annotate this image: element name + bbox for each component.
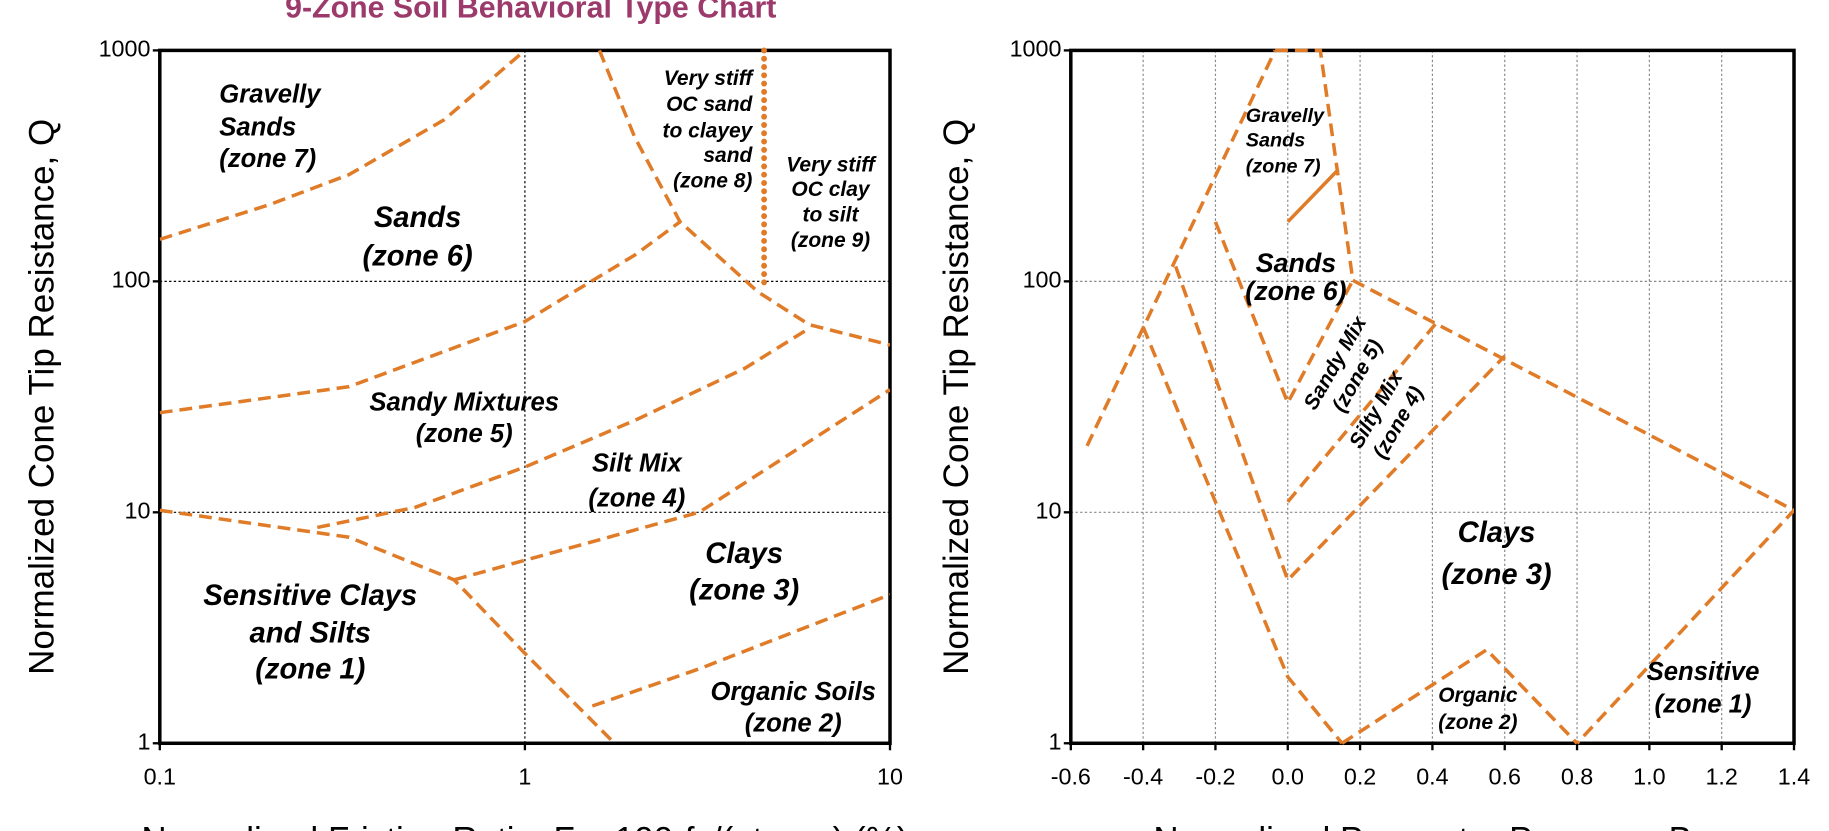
y-tick-label: 1000: [99, 36, 151, 62]
zone-label-line: Sands: [1256, 248, 1336, 278]
x-tick-label: 0.2: [1344, 763, 1376, 789]
zone-label-line: (zone 5): [416, 420, 513, 448]
zone-label: Clays (zone 3): [1441, 517, 1551, 591]
y-tick-label: 1: [1049, 728, 1062, 754]
zone-boundary: [316, 329, 806, 530]
y-tick-label: 10: [125, 497, 151, 523]
zone-label-line: (zone 4): [588, 484, 685, 512]
plot-frame: [1069, 48, 1796, 746]
x-axis-label: Normalized Porewater Pressure, Bq: [1153, 821, 1711, 831]
chart-panel: 1 10 100 1000 -0.6 -0.4 -0.2 0.0 0.2 0.4 0.6 0.8 1.0…: [937, 36, 1810, 831]
zone-label-line: Organic: [1438, 684, 1518, 707]
x-tick-label: 0.4: [1416, 763, 1448, 789]
zone-label-line: Sands: [1246, 130, 1305, 152]
x-tick-label: -0.6: [1051, 763, 1091, 789]
zone-label-line: Sensitive Clays: [203, 580, 417, 612]
x-axis-label: Normalized Friction Ratio, F = 100·fs/(q…: [141, 821, 908, 831]
y-tick-label: 100: [112, 267, 151, 293]
y-axis-label: Normalized Cone Tip Resistance, Q: [937, 119, 976, 675]
zone-label-line: (zone 3): [1441, 559, 1551, 591]
y-axis-label: Normalized Cone Tip Resistance, Q: [23, 119, 62, 675]
zone-boundary: [1275, 48, 1355, 281]
x-tick-label: 1.4: [1778, 763, 1810, 789]
x-tick-label: 0.0: [1272, 763, 1304, 789]
zone-label-line: Sensitive: [1647, 658, 1760, 686]
y-tick-label: 1000: [1010, 36, 1062, 62]
zone-label-line: and Silts: [250, 617, 372, 649]
zone-label-line: (zone 6): [363, 241, 473, 273]
zone-label-line: Silt Mix: [592, 449, 684, 477]
zone-boundary: [1286, 168, 1340, 224]
zone-label-line: (zone 7): [1246, 155, 1321, 177]
zone-label-line: (zone 7): [219, 145, 316, 173]
zone-boundary: [159, 508, 616, 745]
plot-frame: [158, 48, 892, 746]
x-tick-label: 10: [877, 763, 903, 789]
zone-label-line: Very stiff: [664, 67, 755, 90]
zone-boundary: [1141, 326, 1344, 745]
zone-boundary: [453, 388, 891, 582]
zone-label: Organic (zone 2): [1438, 684, 1518, 734]
zone-label: Sandy Mixtures (zone 5): [369, 389, 559, 448]
zone-label: Sensitive Clays and Silts (zone 1): [203, 580, 417, 685]
x-tick-label: -0.2: [1195, 763, 1235, 789]
zone-boundary: [591, 593, 891, 708]
zone-label: Organic Soils (zone 2): [710, 678, 875, 737]
zone-boundary: [159, 49, 527, 242]
zone-label-line: Clays: [705, 538, 783, 570]
zone-label-line: to silt: [803, 204, 860, 227]
zone-label-line: (zone 9): [791, 229, 870, 252]
x-tick-label: 1.0: [1633, 763, 1665, 789]
zone-label: Gravelly Sands (zone 7): [219, 81, 322, 173]
zone-label: Clays (zone 3): [689, 538, 799, 606]
zone-label-line: Clays: [1458, 517, 1536, 549]
zone-boundary: [1352, 278, 1795, 745]
zone-boundary: [597, 49, 891, 347]
zone-boundary: [1341, 647, 1579, 745]
x-tick-label: 1: [518, 763, 531, 789]
zone-label-line: Sandy Mixtures: [369, 389, 559, 417]
zone-label-line: Very stiff: [786, 153, 877, 176]
zone-label-line: (zone 6): [1245, 276, 1346, 306]
zone-label-line: (zone 1): [1655, 691, 1752, 719]
zone-label: Sensitive (zone 1): [1647, 658, 1760, 719]
y-tick-label: 10: [1036, 497, 1062, 523]
zone-boundary: [1174, 265, 1506, 584]
chart-panel: 1 10 100 1000 0.1 1 10 Gravelly Sands (zone 7) San…: [23, 36, 909, 831]
zone-label-line: Organic Soils: [710, 678, 875, 706]
zone-label-line: (zone 8): [673, 170, 752, 193]
zone-label-line: Sands: [374, 202, 462, 234]
x-tick-label: 0.1: [144, 763, 176, 789]
zone-label-line: OC clay: [791, 178, 870, 201]
zone-label-line: Gravelly: [1246, 105, 1325, 127]
zone-label-line: Sands: [219, 113, 296, 141]
x-tick-label: 0.8: [1561, 763, 1593, 789]
chart-title: 9-Zone Soil Behavioral Type Chart: [285, 0, 776, 25]
y-tick-label: 100: [1023, 267, 1062, 293]
zone-label-line: sand: [703, 144, 753, 167]
zone-label-line: (zone 2): [1438, 711, 1517, 734]
zone-label-line: (zone 3): [689, 574, 799, 606]
x-tick-label: -0.4: [1123, 763, 1163, 789]
zone-label: Sands (zone 6): [363, 202, 473, 272]
zone-label-line: OC sand: [666, 93, 753, 116]
x-tick-label: 1.2: [1705, 763, 1737, 789]
zone-label-line: to clayey: [663, 120, 754, 143]
zone-label: Silt Mix (zone 4): [588, 449, 685, 512]
zone-boundary: [1085, 49, 1277, 447]
zone-boundary: [159, 220, 682, 415]
zone-boundary: [1213, 221, 1355, 407]
zone-label-line: (zone 2): [745, 709, 842, 737]
y-tick-label: 1: [138, 728, 151, 754]
x-tick-label: 0.6: [1489, 763, 1521, 789]
zone-label: Sands(zone 6): [1245, 248, 1346, 306]
zone-label-line: Gravelly: [219, 81, 322, 109]
zone-label-line: (zone 1): [255, 654, 365, 686]
zone-label: Gravelly Sands (zone 7): [1246, 105, 1325, 177]
